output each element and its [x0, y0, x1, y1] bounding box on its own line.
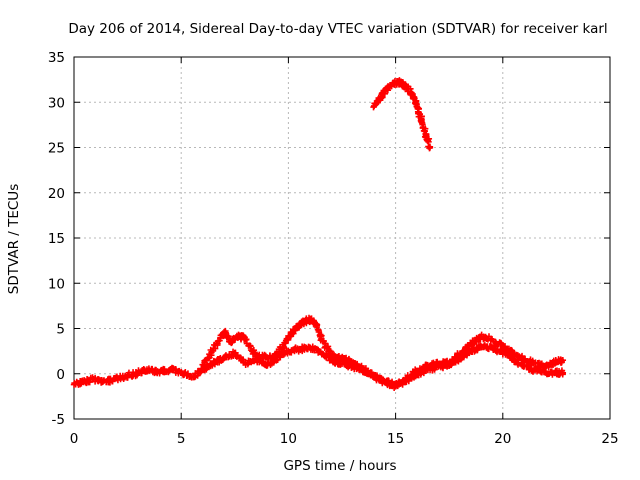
- y-tick-label: 0: [56, 367, 65, 383]
- series-upper-band: [199, 314, 567, 389]
- data-point: [426, 144, 434, 151]
- axis-ticks: 0 5 10 15 20 25 -5 0 5 10 15 20 25 30 35: [48, 50, 619, 447]
- trace-marker: [250, 346, 258, 354]
- trace-marker: [334, 357, 341, 364]
- trace-marker: [239, 356, 247, 363]
- y-tick-label: 10: [48, 276, 65, 292]
- trace-marker: [242, 336, 250, 343]
- data-point: [559, 356, 567, 364]
- y-tick-label: 15: [48, 231, 65, 247]
- trace-marker: [280, 351, 287, 358]
- chart-title: Day 206 of 2014, Sidereal Day-to-day VTE…: [68, 21, 607, 37]
- series-high-arc: [370, 77, 434, 152]
- x-axis-label: GPS time / hours: [283, 458, 396, 474]
- x-tick-label: 25: [601, 431, 618, 447]
- y-tick-label: 35: [48, 50, 65, 66]
- y-tick-label: 5: [56, 322, 65, 338]
- y-tick-label: 30: [48, 95, 65, 111]
- y-tick-label: 25: [48, 141, 65, 157]
- series-lower-band: [70, 341, 567, 391]
- x-tick-label: 15: [387, 431, 404, 447]
- x-tick-label: 5: [177, 431, 186, 447]
- data-point: [559, 369, 567, 377]
- y-tick-label: 20: [48, 186, 65, 202]
- y-tick-label: -5: [52, 412, 65, 428]
- trace-marker: [211, 345, 219, 352]
- data-points: [70, 77, 567, 391]
- x-tick-label: 20: [494, 431, 511, 447]
- grid-lines: [74, 57, 610, 419]
- y-axis-label: SDTVAR / TECUs: [6, 184, 22, 294]
- x-tick-label: 10: [280, 431, 297, 447]
- x-tick-label: 0: [70, 431, 79, 447]
